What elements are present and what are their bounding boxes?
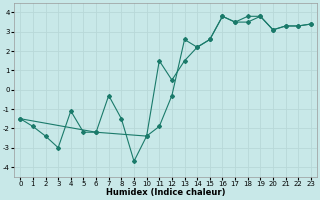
X-axis label: Humidex (Indice chaleur): Humidex (Indice chaleur) bbox=[106, 188, 225, 197]
